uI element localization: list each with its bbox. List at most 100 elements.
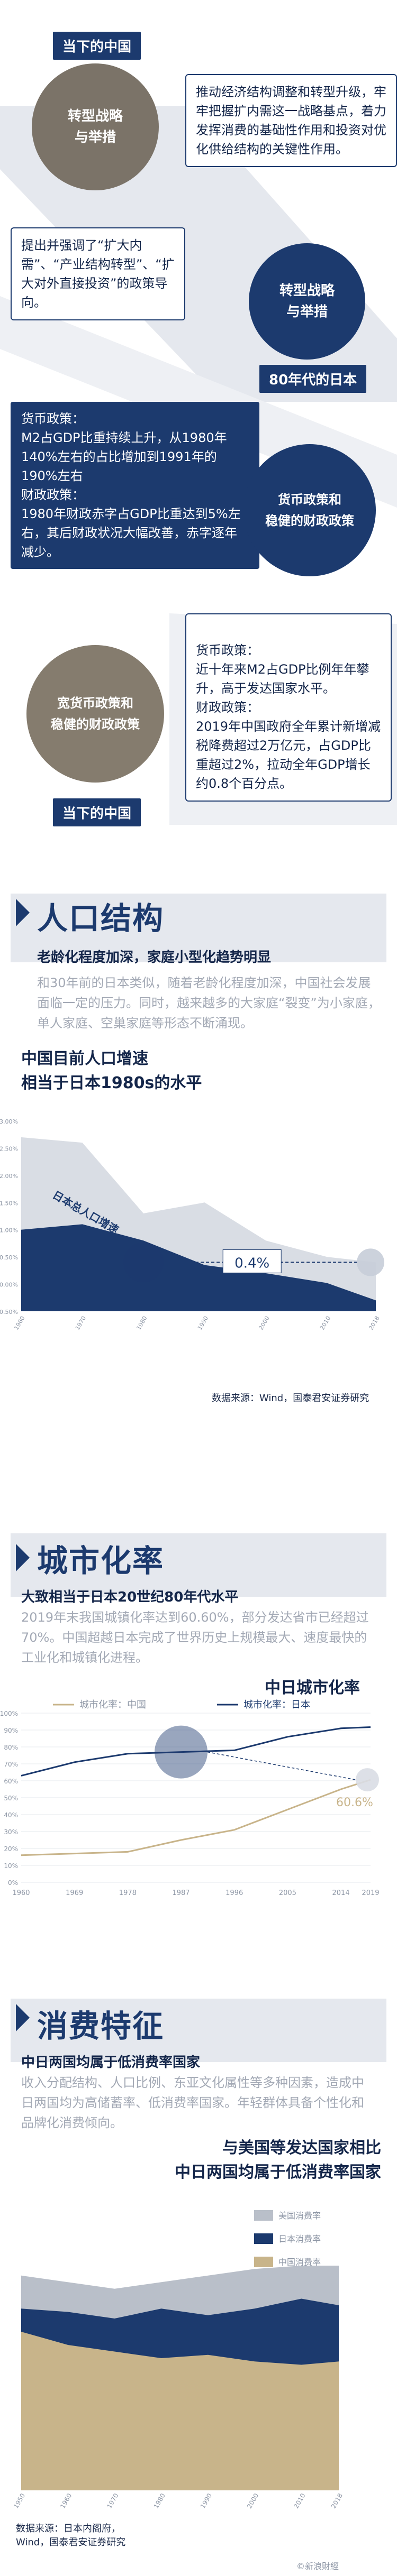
urban-title: 城市化率 (37, 1543, 165, 1579)
box-china-policy: 货币政策： 近十年来M2占GDP比例年年攀升，高于发达国家水平。 财政政策： 2… (185, 613, 392, 802)
x-tick-label: 2010 (292, 2492, 306, 2509)
population-title: 人口结构 (37, 900, 165, 936)
y-tick-label: 30% (4, 1828, 18, 1836)
x-tick-label: 2018 (367, 1315, 381, 1331)
circle-transform-strategy-2: 转型战略 与举措 (249, 243, 365, 360)
x-tick-label: 1980 (135, 1315, 148, 1331)
y-tick-label: -0.50% (0, 1309, 18, 1315)
y-tick-label: 100% (0, 1710, 18, 1717)
circle-monetary-japan: 货币政策和 稳健的财政政策 (243, 444, 376, 576)
population-chart-title-2: 相当于日本1980s的水平 (21, 1074, 202, 1092)
triangle-icon (16, 1544, 30, 1571)
consumption-chart-title-2: 中日两国均属于低消费率国家 (175, 2163, 381, 2182)
x-tick-label: 1969 (66, 1889, 83, 1897)
consumption-header-band (11, 1999, 386, 2062)
population-subtitle: 老龄化程度加深，家庭小型化趋势明显 (37, 950, 272, 965)
tag-china-now-top: 当下的中国 (53, 32, 141, 60)
y-tick-label: 1.00% (0, 1227, 18, 1234)
y-tick-label: 0.00% (0, 1282, 18, 1289)
x-tick-label: 1970 (74, 1315, 87, 1331)
x-tick-label: 1990 (196, 1315, 210, 1331)
highlight-circle-china (356, 1768, 379, 1792)
china-urban-line (21, 1779, 371, 1856)
legend-label: 美国消费率 (278, 2211, 321, 2221)
y-tick-label: 2.00% (0, 1173, 18, 1180)
circle-label: 宽货币政策和 稳健的财政政策 (51, 696, 140, 732)
x-tick-label: 1987 (172, 1889, 190, 1897)
consumption-title: 消费特征 (37, 2008, 165, 2044)
box-japan-strategy: 提出并强调了“扩大内需”、“产业结构转型”、“扩大对外直接投资”的政策导向。 (11, 227, 185, 320)
callout-value: 0.4% (234, 1255, 269, 1271)
x-tick-label: 1980 (152, 2492, 167, 2509)
highlight-line (207, 1751, 356, 1780)
x-tick-label: 1970 (105, 2492, 120, 2509)
triangle-icon (16, 2004, 30, 2031)
y-tick-label: 1.50% (0, 1200, 18, 1207)
x-tick-label: 1990 (199, 2492, 213, 2509)
japan-population-area (21, 1224, 376, 1311)
legend-swatch (254, 2210, 273, 2221)
y-tick-label: 90% (4, 1727, 18, 1734)
x-tick-label: 2010 (319, 1315, 332, 1331)
box-text: 推动经济结构调整和转型升级，牢牢把握扩内需这一战略基点，着力发挥消费的基础性作用… (196, 85, 386, 157)
y-tick-label: 70% (4, 1761, 18, 1768)
x-tick-label: 2000 (257, 1315, 270, 1331)
y-tick-label: 20% (4, 1845, 18, 1853)
box-japan-policy: 货币政策： M2占GDP比重持续上升，从1980年140%左右的占比增加到199… (11, 402, 259, 569)
legend-label: 日本消费率 (278, 2234, 321, 2244)
legend-swatch (254, 2257, 273, 2267)
x-tick-label: 2000 (246, 2492, 260, 2509)
japan-urban-line (21, 1726, 371, 1777)
population-source: 数据来源：Wind，国泰君安证券研究 (212, 1393, 369, 1404)
consumption-body: 收入分配结构、人口比例、东亚文化属性等多种因素，造成中日两国均为高储蓄率、低消费… (21, 2075, 364, 2130)
box-text: 提出并强调了“扩大内需”、“产业结构转型”、“扩大对外直接投资”的政策导向。 (21, 238, 175, 310)
box-china-strategy: 推动经济结构调整和转型升级，牢牢把握扩内需这一战略基点，着力发挥消费的基础性作用… (185, 74, 397, 167)
urban-body: 2019年末我国城镇化率达到60.60%，部分发达省市已经超过70%。中国超越日… (21, 1610, 369, 1665)
consumption-source: 数据来源：日本内阁府， Wind，国泰君安证券研究 (16, 2523, 126, 2548)
x-tick-label: 1960 (59, 2492, 73, 2509)
x-tick-label: 2014 (332, 1889, 350, 1897)
x-tick-label: 1960 (13, 1315, 26, 1331)
population-header-band (11, 894, 386, 962)
population-chart: 3.00% 2.50% 2.00% 1.50% 1.00% 0.50% 0.00% -0.50… (0, 1118, 384, 1331)
triangle-icon (16, 899, 30, 926)
population-chart-title-1: 中国目前人口增速 (21, 1050, 148, 1068)
circle-label: 货币政策和 稳健的财政政策 (265, 492, 354, 528)
callout-circle-china (357, 1248, 384, 1276)
urban-subtitle: 大致相当于日本20世纪80年代水平 (21, 1589, 239, 1605)
legend-label: 中国消费率 (278, 2257, 321, 2267)
y-tick-label: 2.50% (0, 1145, 18, 1152)
y-tick-label: 0.50% (0, 1254, 18, 1261)
urban-chart: 城市化率：中国 城市化率：日本 0% 10% 20% 30% 40% 50% 60% 70% 80%… (0, 1699, 380, 1897)
legend-label-japan: 城市化率：日本 (243, 1699, 310, 1710)
china-consumption-area (21, 2332, 339, 2490)
circle-transform-strategy-1: 转型战略 与举措 (32, 63, 159, 190)
circle-monetary-china: 宽货币政策和 稳健的财政政策 (26, 645, 164, 783)
consumption-chart: 1950 1960 1970 1980 1990 2000 2010 2018 美国消费率日本消… (12, 2210, 344, 2510)
callout-box (222, 1249, 282, 1273)
urban-chart-title: 中日城市化率 (265, 1679, 360, 1697)
china-end-label: 60.6% (336, 1796, 373, 1809)
y-tick-label: 80% (4, 1744, 18, 1751)
y-tick-label: 3.00% (0, 1118, 18, 1125)
watermark: ©新浪財經 (296, 2561, 339, 2571)
box-text: 货币政策： 近十年来M2占GDP比例年年攀升，高于发达国家水平。 财政政策： 2… (196, 643, 381, 791)
x-tick-label: 1996 (225, 1889, 243, 1897)
consumption-chart-title-1: 与美国等发达国家相比 (222, 2139, 381, 2157)
urban-header-band (11, 1533, 386, 1597)
y-tick-label: 10% (4, 1862, 18, 1870)
legend-swatch (254, 2233, 273, 2244)
x-tick-label: 1960 (12, 1889, 30, 1897)
x-tick-label: 2005 (279, 1889, 296, 1897)
x-tick-label: 2018 (330, 2492, 344, 2509)
x-tick-label: 1978 (119, 1889, 137, 1897)
y-tick-label: 0% (8, 1879, 18, 1887)
circle-label: 转型战略 与举措 (279, 283, 335, 320)
y-tick-label: 60% (4, 1778, 18, 1785)
x-tick-label: 2019 (362, 1889, 379, 1897)
y-tick-label: 50% (4, 1795, 18, 1802)
x-tick-label: 1950 (12, 2492, 26, 2509)
circle-label: 转型战略 与举措 (67, 108, 123, 145)
callout-circle-japan (123, 1242, 164, 1283)
